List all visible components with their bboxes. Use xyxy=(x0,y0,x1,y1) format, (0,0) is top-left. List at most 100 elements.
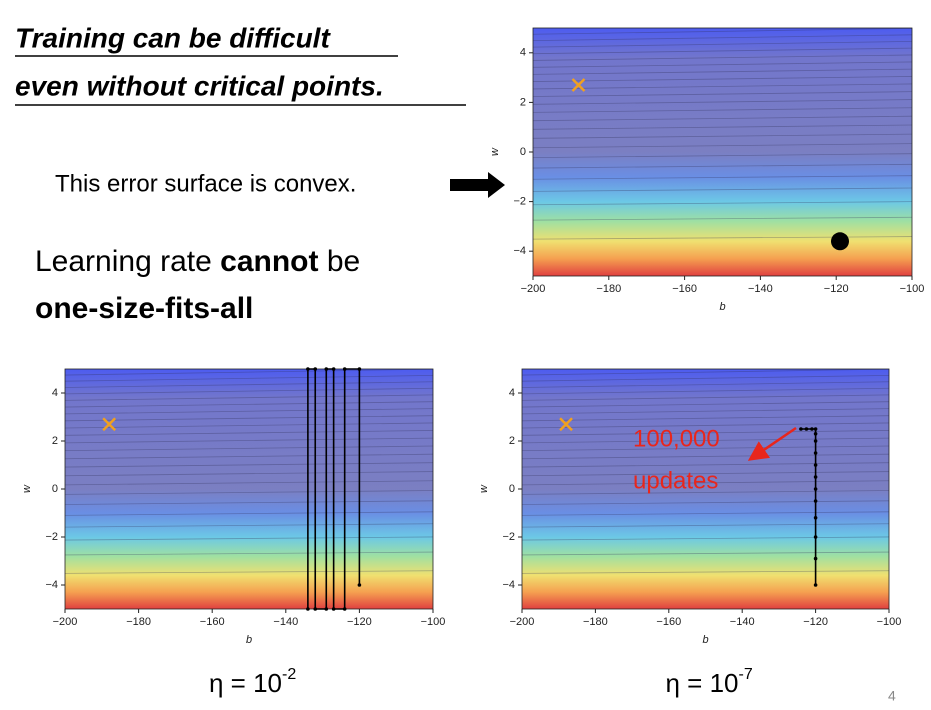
y-tick-label: −4 xyxy=(502,579,515,591)
convex-note: This error surface is convex. xyxy=(55,170,356,197)
plot-area xyxy=(533,28,912,240)
contour-line xyxy=(522,408,889,415)
contour-line xyxy=(65,375,433,382)
trajectory-point xyxy=(813,487,818,491)
trajectory-point xyxy=(313,367,318,371)
x-tick-label: −200 xyxy=(521,283,546,295)
y-tick-label: 2 xyxy=(520,96,526,108)
contour-line xyxy=(533,216,912,221)
x-axis-label: b xyxy=(702,634,708,646)
y-axis-label: w xyxy=(478,484,490,493)
contour-line xyxy=(533,68,912,75)
target-marker xyxy=(102,417,117,432)
surface xyxy=(533,28,912,276)
caption-base: η = 10 xyxy=(209,668,282,698)
x-tick-label: −100 xyxy=(877,616,902,628)
lr-text: one-size-fits-all xyxy=(35,292,253,325)
target-marker xyxy=(559,417,573,432)
x-tick-label: −100 xyxy=(421,616,446,628)
y-tick-label: −2 xyxy=(513,196,526,208)
contour-line xyxy=(522,462,889,468)
y-axis-label: w xyxy=(21,484,33,493)
contour-line xyxy=(533,41,912,48)
trajectory-point xyxy=(813,499,818,503)
y-tick-label: 4 xyxy=(520,47,526,59)
y-tick-label: −4 xyxy=(45,579,58,591)
contour-line xyxy=(65,437,433,444)
trajectory-point xyxy=(313,607,318,611)
y-tick-label: 2 xyxy=(509,435,515,447)
contour-line xyxy=(65,453,433,460)
contour-line xyxy=(522,536,889,541)
x-tick-label: −200 xyxy=(510,616,535,628)
trajectory-point xyxy=(813,516,818,520)
annotation-arrow xyxy=(747,426,797,461)
trajectory-point xyxy=(813,432,818,436)
y-tick-label: 0 xyxy=(520,146,526,158)
y-tick-label: −2 xyxy=(502,531,515,543)
plot-area xyxy=(522,369,889,574)
trajectory-point xyxy=(799,427,803,431)
contour-line xyxy=(533,115,912,122)
trajectory-point xyxy=(324,367,329,371)
contour-line xyxy=(522,430,889,436)
x-tick-label: −140 xyxy=(730,616,755,628)
title-line: even without critical points. xyxy=(15,70,384,101)
trajectory-point xyxy=(813,451,818,455)
page-number: 4 xyxy=(888,688,896,704)
contour-line xyxy=(65,408,433,415)
x-tick-label: −180 xyxy=(126,616,151,628)
contour-line xyxy=(533,187,912,192)
x-tick-label: −180 xyxy=(583,616,608,628)
contour-line xyxy=(522,490,889,495)
contour-line xyxy=(65,422,433,429)
trajectory-point xyxy=(813,475,818,479)
contour-line xyxy=(65,536,433,541)
contour-line xyxy=(533,124,912,130)
contour-line xyxy=(65,523,433,528)
trajectory-point xyxy=(357,367,362,371)
trajectory-point xyxy=(813,556,818,561)
y-tick-label: −4 xyxy=(513,245,526,257)
y-tick-label: 2 xyxy=(52,435,58,447)
contour-line xyxy=(522,471,889,477)
contour-line xyxy=(522,369,889,376)
x-tick-label: −140 xyxy=(273,616,298,628)
contour-line xyxy=(522,422,889,429)
y-tick-label: 4 xyxy=(509,387,515,399)
contour-line xyxy=(522,401,889,408)
caption-base: η = 10 xyxy=(666,668,739,698)
x-tick-label: −160 xyxy=(656,616,681,628)
contour-line xyxy=(65,480,433,486)
trajectory-point xyxy=(306,607,310,611)
contour-line xyxy=(522,511,889,516)
y-tick-label: 4 xyxy=(52,387,58,399)
contour-line xyxy=(65,415,433,422)
trajectory-point xyxy=(331,607,336,611)
trajectory-point xyxy=(813,463,818,467)
x-tick-label: −180 xyxy=(596,283,621,295)
lr-text: Learning rate cannot be xyxy=(35,245,360,278)
contour-line xyxy=(533,47,912,55)
trajectory-point xyxy=(810,427,814,431)
contour-line xyxy=(65,500,433,505)
plot-area xyxy=(65,369,433,574)
trajectory-point xyxy=(813,427,818,431)
contour-line xyxy=(533,34,912,42)
trajectory-point xyxy=(324,607,329,611)
start-point xyxy=(830,232,849,251)
contour-line xyxy=(65,471,433,477)
contour-line xyxy=(533,28,912,35)
lr-part: cannot xyxy=(220,245,318,278)
trajectory-point xyxy=(331,367,336,371)
contour-line xyxy=(65,490,433,495)
contour-line xyxy=(65,381,433,388)
lr-part: be xyxy=(318,245,360,278)
arrow xyxy=(450,172,505,198)
contour-line xyxy=(533,54,912,61)
contour-line xyxy=(65,369,433,376)
x-tick-label: −120 xyxy=(803,616,828,628)
contour-line xyxy=(65,462,433,468)
contour-line xyxy=(522,453,889,460)
contour-line xyxy=(65,570,433,574)
